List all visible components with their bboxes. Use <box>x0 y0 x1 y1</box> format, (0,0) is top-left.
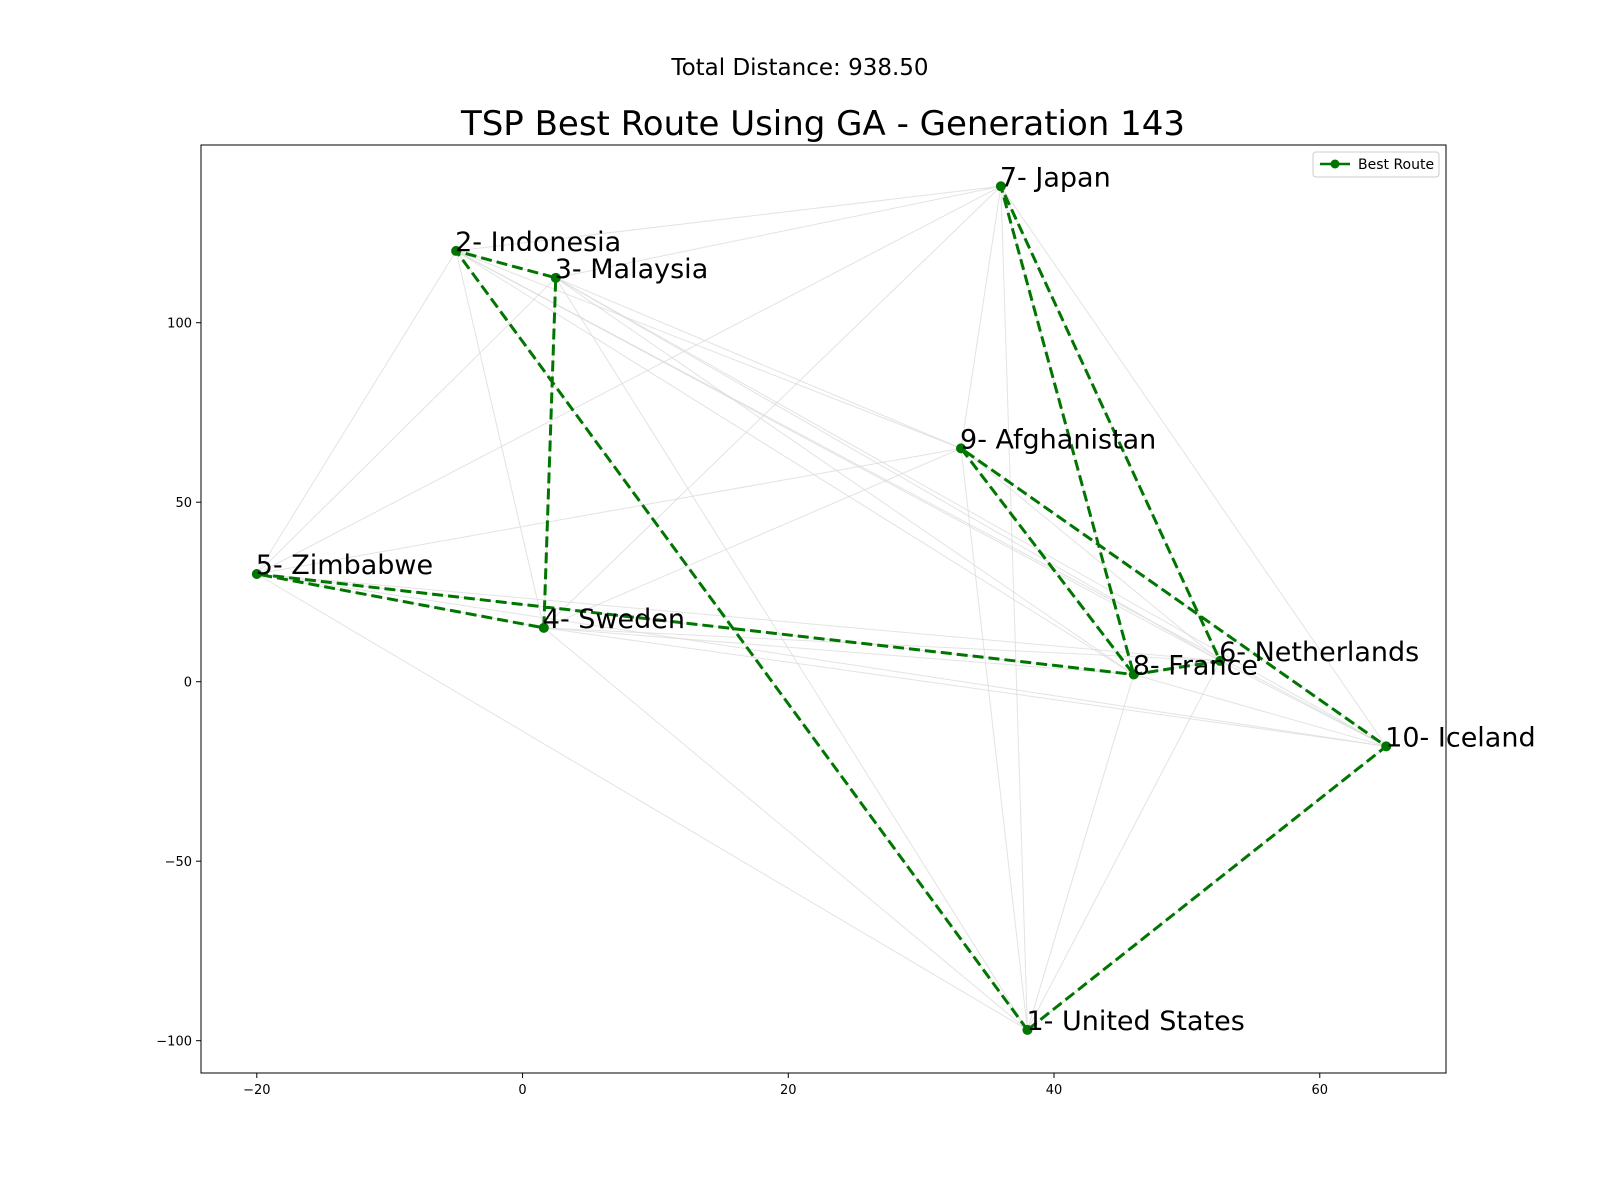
y-tick-label: 50 <box>175 496 192 511</box>
suptitle: Total Distance: 938.50 <box>671 55 929 81</box>
city-marker <box>550 272 561 283</box>
legend-marker <box>1330 159 1340 169</box>
background-edge <box>256 573 1387 747</box>
city-label: 1- United States <box>1026 1006 1244 1037</box>
y-tick-label: 100 <box>167 317 192 332</box>
background-edge <box>455 250 962 449</box>
y-tick-label: 0 <box>184 676 192 691</box>
background-edge <box>456 185 1001 252</box>
city-marker <box>1215 655 1226 666</box>
background-edge <box>256 277 557 575</box>
city-label: 7- Japan <box>1000 162 1111 193</box>
city-label: 6- Netherlands <box>1219 637 1419 668</box>
city-marker <box>1381 741 1392 752</box>
background-edge <box>960 448 1028 1030</box>
city-label: 9- Afghanistan <box>960 424 1156 455</box>
x-axis: −20 0 20 40 60 <box>243 1073 1328 1098</box>
background-edges <box>256 185 1387 1031</box>
background-edge <box>455 250 545 628</box>
city-marker <box>1128 669 1139 680</box>
background-edge <box>256 447 962 575</box>
y-axis: −100 −50 0 50 100 <box>156 317 201 1050</box>
background-edge <box>555 185 1001 279</box>
background-edge <box>960 186 1002 449</box>
best-route-line <box>255 184 1388 1032</box>
city-marker <box>251 568 262 579</box>
background-edge <box>555 277 1221 662</box>
background-edge <box>455 250 1135 675</box>
x-tick-label: 0 <box>518 1083 526 1098</box>
best-route <box>255 184 1388 1032</box>
background-edge <box>256 250 457 575</box>
background-edge <box>543 185 1002 629</box>
city-label: 10- Iceland <box>1385 722 1535 753</box>
city-marker <box>995 181 1006 192</box>
y-tick-label: −100 <box>156 1035 192 1050</box>
city-marker <box>956 443 967 454</box>
background-edge <box>555 277 1028 1031</box>
background-edge <box>1219 660 1387 747</box>
city-marker <box>451 245 462 256</box>
city-markers <box>251 181 1392 1035</box>
plot-frame <box>200 144 1447 1074</box>
background-edge <box>256 573 1221 662</box>
background-edge <box>256 573 1028 1031</box>
x-tick-label: 60 <box>1311 1083 1328 1098</box>
background-edge <box>555 277 1387 747</box>
city-label: 8- France <box>1133 651 1258 682</box>
legend-box <box>1312 151 1440 178</box>
city-label: 2- Indonesia <box>455 227 621 258</box>
x-tick-label: 40 <box>1046 1083 1063 1098</box>
background-edge <box>555 277 962 449</box>
background-edge <box>543 447 962 629</box>
city-label: 3- Malaysia <box>555 254 708 285</box>
chart-title: TSP Best Route Using GA - Generation 143 <box>460 104 1185 144</box>
city-label: 5- Zimbabwe <box>256 550 433 581</box>
background-edge <box>960 448 1135 675</box>
x-tick-label: 20 <box>780 1083 797 1098</box>
background-edge <box>1027 660 1221 1031</box>
background-edge <box>1133 674 1387 747</box>
legend: Best Route <box>1312 151 1440 178</box>
legend-label-best-route: Best Route <box>1358 157 1434 173</box>
background-edge <box>1026 674 1135 1031</box>
city-marker <box>538 622 549 633</box>
background-edge <box>960 447 1221 662</box>
x-tick-label: −20 <box>243 1083 270 1098</box>
background-edge <box>555 277 1135 675</box>
background-edge <box>1000 186 1028 1030</box>
background-edge <box>256 185 1002 575</box>
background-edge <box>543 627 1134 676</box>
background-edge <box>543 627 1028 1031</box>
city-label: 4- Sweden <box>543 604 685 635</box>
y-tick-label: −50 <box>165 855 192 870</box>
background-edge <box>455 250 1387 747</box>
background-edge <box>256 573 544 629</box>
background-edge <box>1000 186 1387 747</box>
city-marker <box>1022 1024 1033 1035</box>
background-edge <box>543 627 1387 747</box>
